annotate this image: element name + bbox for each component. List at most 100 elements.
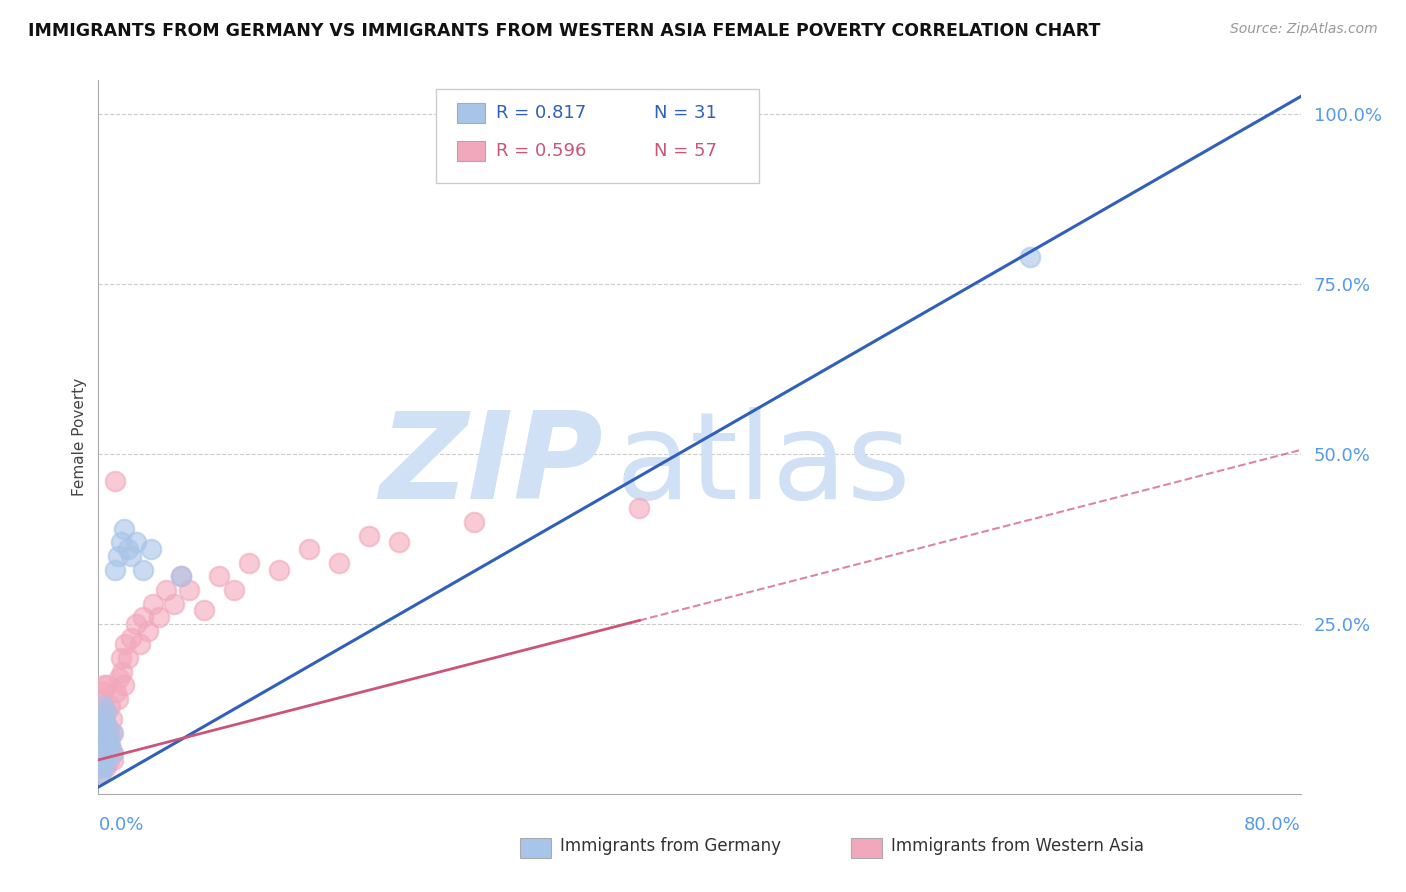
Text: Immigrants from Western Asia: Immigrants from Western Asia — [891, 837, 1144, 855]
Point — [267, 563, 290, 577]
Point — [193, 603, 215, 617]
Point — [94, 706, 117, 720]
Point — [357, 528, 380, 542]
Point — [89, 766, 111, 780]
Text: ZIP: ZIP — [380, 407, 603, 524]
Point — [93, 760, 115, 774]
Point — [208, 569, 231, 583]
Point — [93, 712, 115, 726]
Point — [91, 753, 114, 767]
Point — [97, 732, 120, 747]
Point — [222, 582, 245, 597]
Point — [117, 542, 139, 557]
Point — [117, 651, 139, 665]
Point — [139, 542, 162, 557]
Text: N = 57: N = 57 — [654, 142, 717, 160]
Point — [89, 760, 111, 774]
Point — [101, 746, 124, 760]
Point — [96, 746, 118, 760]
Point — [91, 698, 114, 713]
Point — [388, 535, 411, 549]
Point — [129, 637, 152, 651]
Point — [90, 766, 112, 780]
Point — [90, 732, 112, 747]
Point — [170, 569, 193, 583]
Point — [90, 760, 112, 774]
Text: Immigrants from Germany: Immigrants from Germany — [560, 837, 780, 855]
Point — [91, 753, 114, 767]
Point — [100, 698, 122, 713]
Point — [111, 665, 134, 679]
Point — [94, 706, 117, 720]
Point — [94, 732, 117, 747]
Point — [104, 563, 127, 577]
Text: atlas: atlas — [616, 407, 911, 524]
Point — [101, 712, 124, 726]
Point — [103, 753, 125, 767]
Point — [93, 719, 115, 733]
Point — [107, 691, 129, 706]
Point — [170, 569, 193, 583]
Point — [91, 685, 114, 699]
Point — [103, 725, 125, 739]
Text: IMMIGRANTS FROM GERMANY VS IMMIGRANTS FROM WESTERN ASIA FEMALE POVERTY CORRELATI: IMMIGRANTS FROM GERMANY VS IMMIGRANTS FR… — [28, 22, 1101, 40]
Text: R = 0.596: R = 0.596 — [496, 142, 586, 160]
Point — [91, 725, 114, 739]
Point — [89, 732, 111, 747]
Point — [100, 739, 122, 754]
Point — [93, 678, 115, 692]
Point — [94, 760, 117, 774]
Text: R = 0.817: R = 0.817 — [496, 104, 586, 122]
Point — [238, 556, 260, 570]
Point — [463, 515, 485, 529]
Point — [104, 475, 127, 489]
Point — [89, 739, 111, 754]
Point — [121, 631, 143, 645]
Point — [101, 725, 124, 739]
Point — [96, 746, 118, 760]
Point — [89, 706, 111, 720]
Text: N = 31: N = 31 — [654, 104, 717, 122]
Point — [97, 753, 120, 767]
Point — [155, 582, 177, 597]
Point — [90, 691, 112, 706]
Point — [103, 746, 125, 760]
Point — [110, 651, 132, 665]
Point — [628, 501, 651, 516]
Point — [112, 678, 135, 692]
Point — [93, 739, 115, 754]
Point — [96, 678, 118, 692]
Point — [94, 732, 117, 747]
Point — [105, 685, 128, 699]
Point — [108, 671, 131, 685]
Point — [107, 549, 129, 563]
Text: Source: ZipAtlas.com: Source: ZipAtlas.com — [1230, 22, 1378, 37]
Point — [94, 753, 117, 767]
Point — [96, 719, 118, 733]
Point — [132, 610, 155, 624]
Text: 80.0%: 80.0% — [1244, 816, 1301, 834]
Point — [132, 563, 155, 577]
Point — [112, 522, 135, 536]
Point — [162, 597, 184, 611]
Point — [90, 746, 112, 760]
Y-axis label: Female Poverty: Female Poverty — [72, 378, 87, 496]
Point — [90, 719, 112, 733]
Point — [97, 725, 120, 739]
Point — [1019, 250, 1042, 264]
Point — [148, 610, 170, 624]
Point — [100, 739, 122, 754]
Point — [177, 582, 200, 597]
Point — [121, 549, 143, 563]
Text: 0.0%: 0.0% — [98, 816, 143, 834]
Point — [136, 624, 159, 638]
Point — [141, 597, 163, 611]
Point — [96, 719, 118, 733]
Point — [93, 746, 115, 760]
Point — [125, 535, 148, 549]
Point — [91, 725, 114, 739]
Point — [328, 556, 350, 570]
Point — [110, 535, 132, 549]
Point — [114, 637, 136, 651]
Point — [125, 617, 148, 632]
